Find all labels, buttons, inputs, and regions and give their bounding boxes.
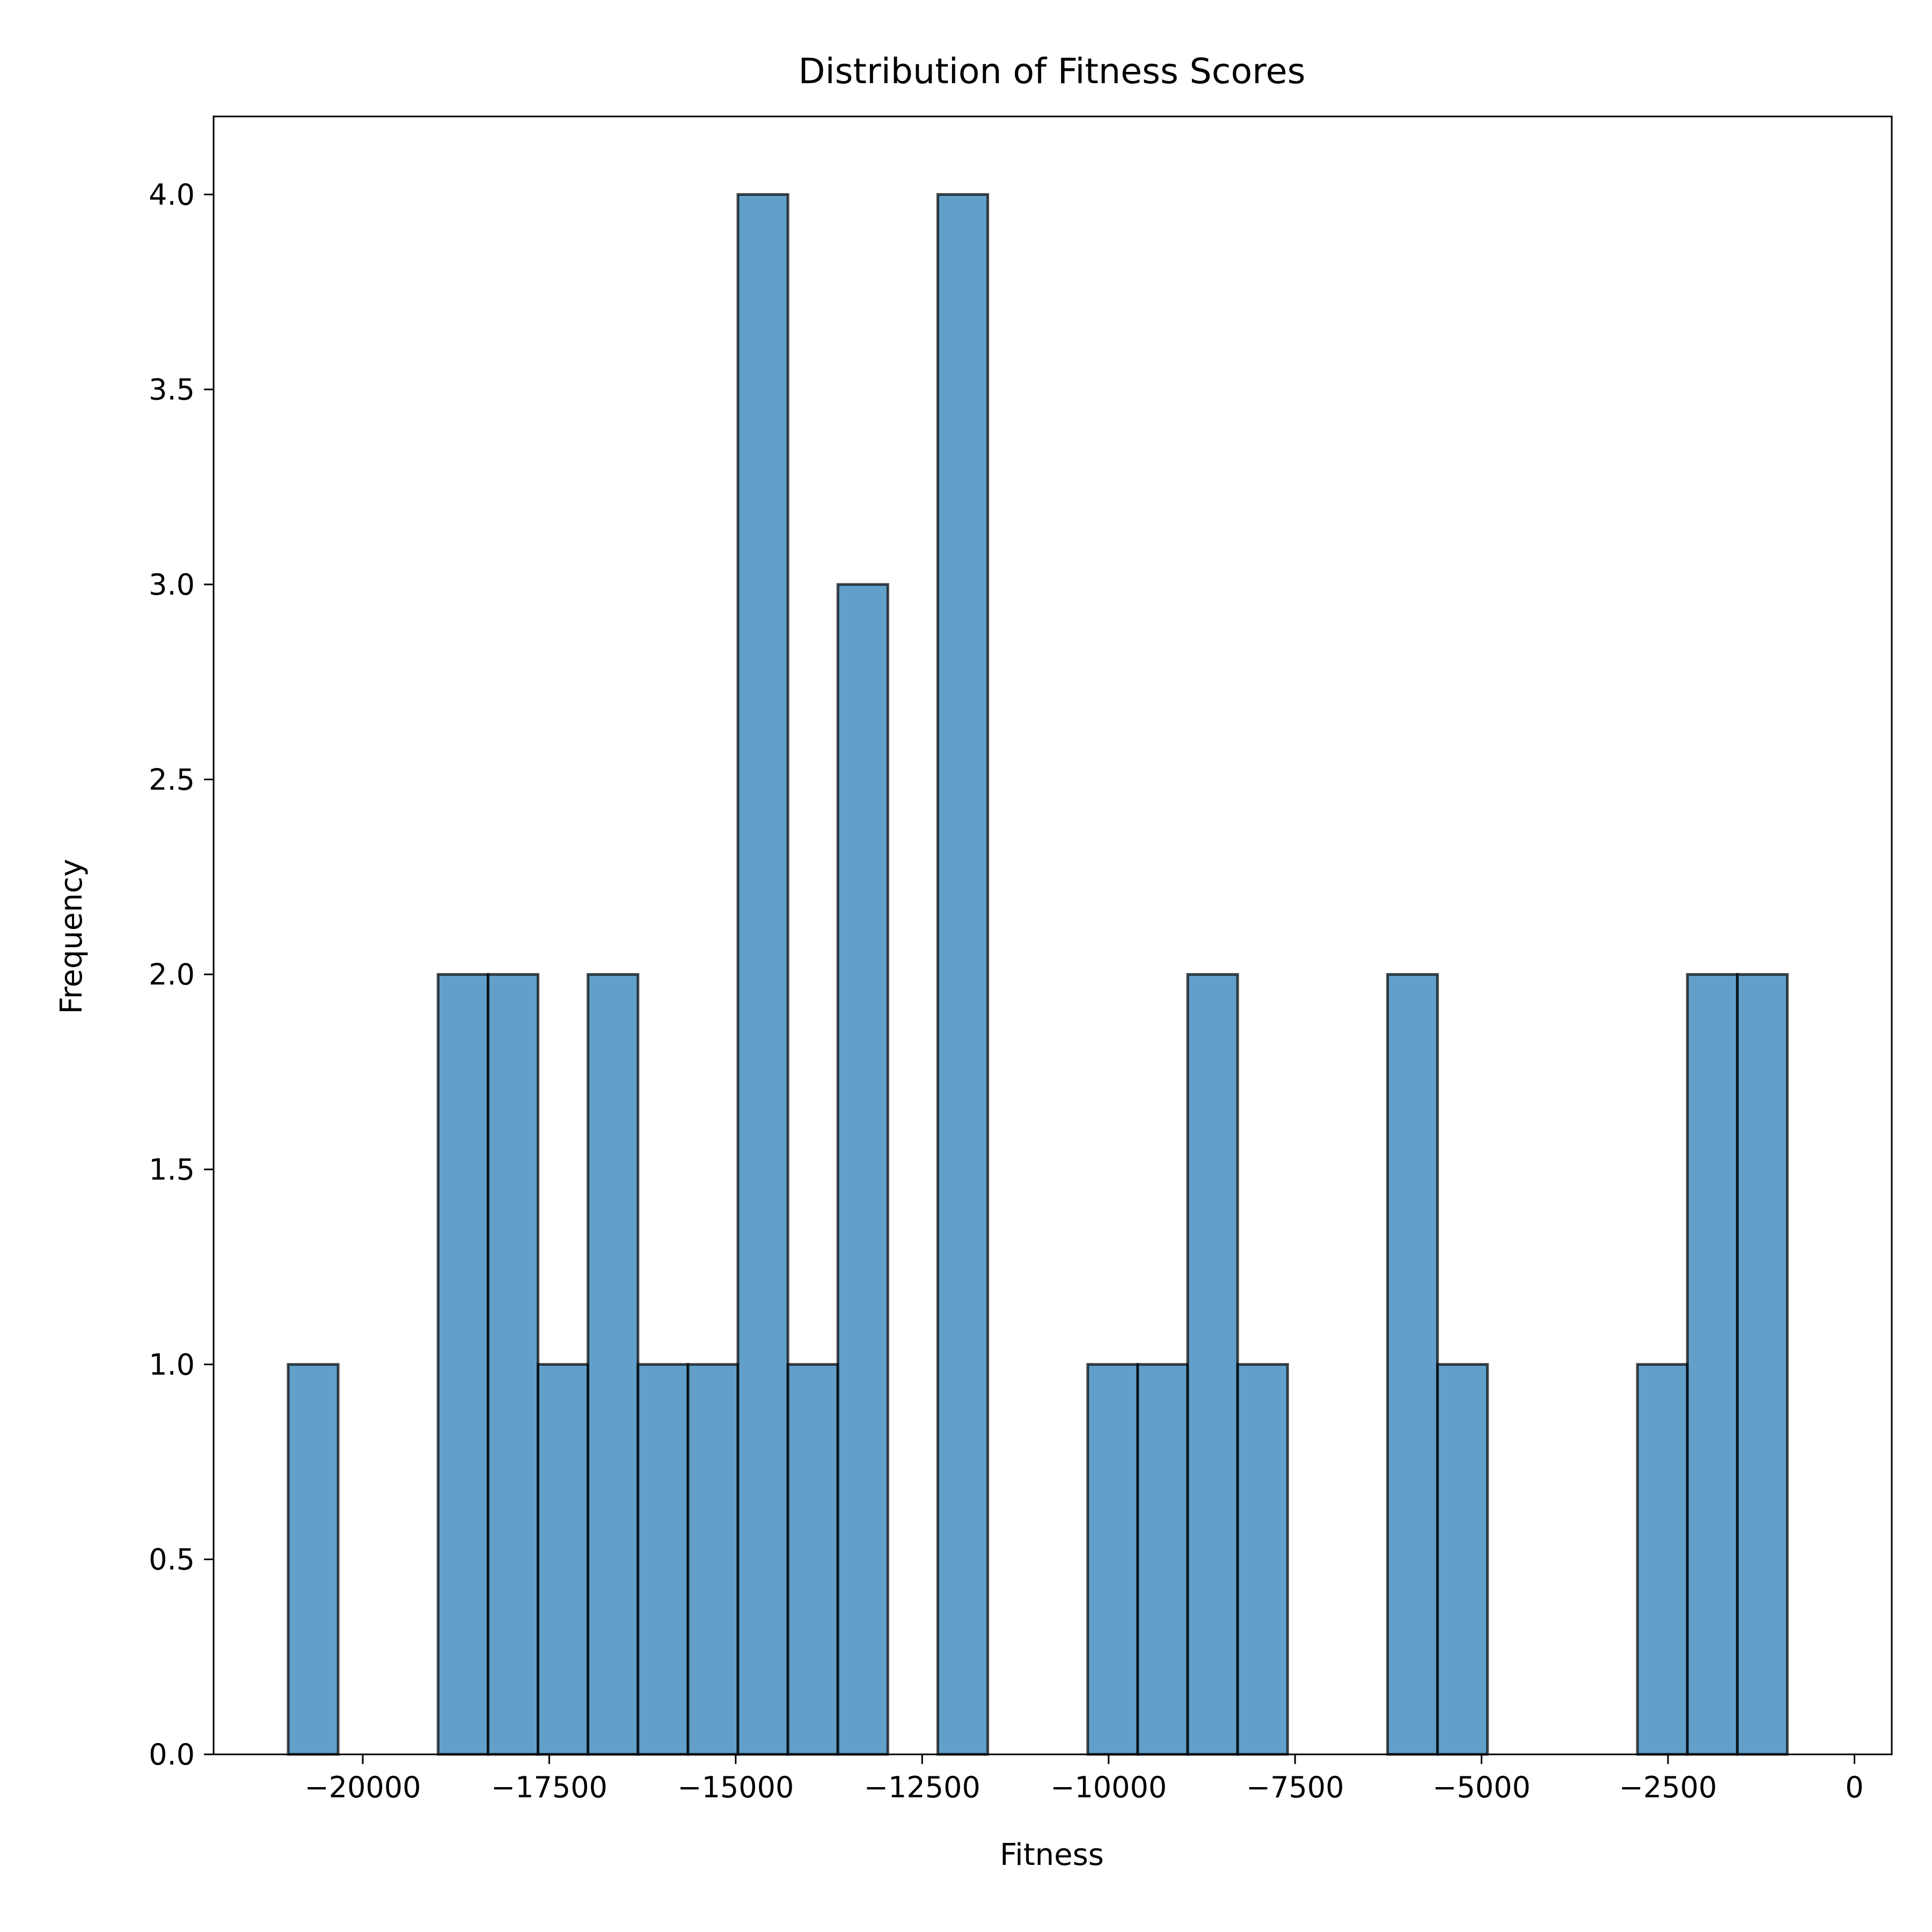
histogram-bar xyxy=(436,973,489,1756)
histogram-bar xyxy=(287,1363,340,1756)
x-tick-label: −2500 xyxy=(1619,1770,1717,1804)
x-tick-label: −12500 xyxy=(864,1770,980,1804)
x-tick-label: −20000 xyxy=(304,1770,421,1804)
histogram-bar xyxy=(786,1363,839,1756)
y-tick-label: 1.5 xyxy=(149,1153,195,1187)
x-tick-label: −17500 xyxy=(491,1770,608,1804)
x-tick-label: 0 xyxy=(1845,1770,1863,1804)
y-tick-label: 3.0 xyxy=(149,568,195,602)
histogram-bar xyxy=(1086,1363,1139,1756)
histogram-bar xyxy=(636,1363,690,1756)
histogram-bar xyxy=(1686,973,1739,1756)
histogram-bar xyxy=(587,973,640,1756)
bars-group xyxy=(287,193,1789,1756)
x-tick-label: −7500 xyxy=(1246,1770,1344,1804)
histogram-bar xyxy=(1236,1363,1289,1756)
y-tick-label: 2.0 xyxy=(149,958,195,992)
y-axis: 0.0 0.5 1.0 1.5 2.0 2.5 3.0 3.5 4.0 xyxy=(149,178,214,1772)
x-tick-label: −5000 xyxy=(1432,1770,1531,1804)
x-axis: −20000 −17500 −15000 −12500 −10000 −7500 −5000… xyxy=(304,1754,1864,1804)
chart-title: Distribution of Fitness Scores xyxy=(799,52,1306,92)
histogram-bar xyxy=(1436,1363,1489,1756)
y-tick-label: 0.0 xyxy=(149,1738,195,1772)
histogram-bar xyxy=(936,193,990,1756)
histogram-bar xyxy=(1136,1363,1189,1756)
histogram-bar xyxy=(1186,973,1239,1756)
histogram-bar xyxy=(686,1363,740,1756)
histogram-bar xyxy=(537,1363,590,1756)
plot-frame xyxy=(213,115,1893,1755)
y-tick-label: 2.5 xyxy=(149,763,195,796)
histogram-bar xyxy=(736,193,789,1756)
y-axis-title: Frequency xyxy=(54,859,89,1014)
histogram-bar xyxy=(1736,973,1789,1756)
x-axis-title: Fitness xyxy=(1000,1838,1104,1872)
histogram-bar xyxy=(1636,1363,1689,1756)
y-tick-label: 3.5 xyxy=(149,373,195,407)
x-tick-label: −10000 xyxy=(1050,1770,1167,1804)
histogram-bar xyxy=(836,583,889,1756)
histogram-bar xyxy=(1386,973,1439,1756)
x-tick-label: −15000 xyxy=(677,1770,794,1804)
y-tick-label: 1.0 xyxy=(149,1348,195,1381)
y-tick-label: 0.5 xyxy=(149,1543,195,1577)
y-tick-label: 4.0 xyxy=(149,178,195,211)
histogram-bar xyxy=(486,973,540,1756)
